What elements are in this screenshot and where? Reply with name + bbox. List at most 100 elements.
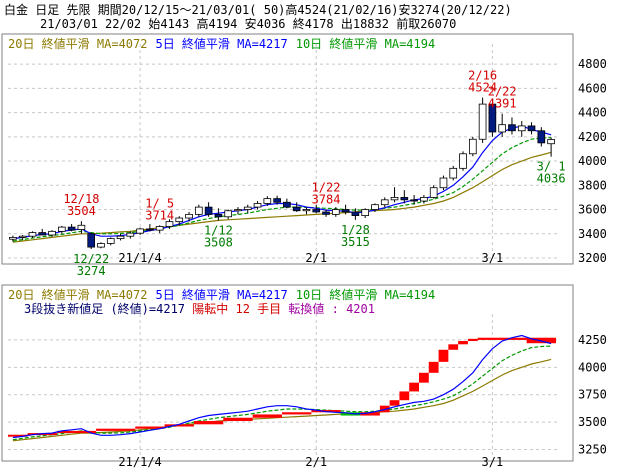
candle-body (312, 209, 321, 213)
header-ohlc-line: 21/03/01 22/02 始4143 高4194 安4036 終4178 出… (40, 17, 457, 31)
candle-body (459, 153, 467, 169)
candle-body (449, 167, 458, 179)
y-tick-label: 3400 (578, 227, 607, 241)
break-brick (135, 426, 165, 429)
candle-body (283, 201, 291, 208)
header-title-line: 白金 日足 先限 期間20/12/15～21/03/01( 50)高4524(2… (4, 3, 512, 17)
legend-entry: 20日 終値平滑 MA=4072 (8, 287, 147, 302)
candle-body (194, 206, 203, 215)
candle-body (331, 209, 340, 215)
candle-body (165, 221, 174, 227)
y-tick-label: 4400 (578, 106, 607, 120)
high-annotation-value: 3784 (312, 193, 341, 207)
break-info-switch: 転換値 : 4201 (288, 301, 375, 316)
candlestick-panel-frame (1, 33, 574, 265)
candle-body (527, 125, 536, 132)
candle-body (97, 243, 105, 248)
x-tick-label: 21/1/4 (118, 251, 161, 265)
legend-entry: 10日 終値平滑 MA=4194 (296, 287, 435, 302)
candlestick-panel: 3200 3400 3600 3800 4000 4200 4400 4600 4800 21/1… (1, 33, 607, 278)
candle-body (38, 232, 47, 236)
candle-body (243, 206, 252, 210)
break-brick (96, 428, 136, 431)
candle-body (67, 226, 76, 231)
candle-body (400, 197, 409, 201)
y-tick-label: 3500 (578, 415, 607, 429)
x-tick-label: 21/1/4 (118, 455, 161, 469)
candle-body (155, 226, 164, 231)
ma5-line (12, 334, 552, 439)
high-annotation-value: 3504 (67, 204, 96, 218)
break-info-count: 12 手目 (228, 302, 288, 316)
break-brick (252, 414, 282, 418)
high-annotation-date: 2/16 (468, 69, 497, 83)
x-tick-label: 3/1 (482, 455, 504, 469)
break-brick (409, 382, 419, 392)
y-tick-label: 4800 (578, 57, 607, 71)
ma10-line (12, 345, 552, 441)
candle-body (48, 230, 56, 236)
y-tick-label: 4250 (578, 333, 607, 347)
candle-body (263, 198, 272, 204)
low-annotation-value: 3515 (341, 235, 370, 249)
break-brick (428, 361, 439, 373)
candle-body (537, 130, 546, 144)
ma10-line (12, 137, 552, 242)
legend-entry: 20日 終値平滑 MA=4072 (8, 36, 147, 51)
candle-body (106, 238, 115, 244)
candle-body (77, 224, 86, 230)
ma5-line (12, 125, 552, 240)
low-annotation-date: 3/ 1 (537, 160, 566, 174)
break-brick (389, 400, 400, 406)
legend-entry: 10日 終値平滑 MA=4194 (296, 36, 435, 51)
candle-body (429, 187, 438, 198)
candle-body (468, 138, 477, 155)
legend-entry: 5日 終値平滑 MA=4217 (155, 36, 287, 51)
candle-body (253, 203, 262, 208)
break-brick (8, 434, 28, 437)
low-annotation-value: 3508 (204, 236, 233, 250)
candle-body (273, 198, 281, 203)
low-annotation-value: 4036 (537, 172, 566, 186)
ma20-line (12, 151, 552, 243)
candle-body (478, 103, 487, 140)
candle-body (439, 177, 448, 189)
candle-body (136, 228, 144, 234)
break-brick (56, 430, 97, 434)
break-brick (399, 391, 410, 401)
break-brick (467, 338, 478, 342)
y-tick-label: 4000 (578, 360, 607, 374)
break-brick (282, 412, 312, 415)
low-annotation-date: 1/12 (204, 224, 233, 238)
y-tick-label: 3600 (578, 203, 607, 217)
break-brick (164, 424, 194, 427)
candle-body (214, 213, 223, 218)
candle-body (146, 228, 154, 231)
low-annotation-date: 1/28 (341, 223, 370, 237)
y-tick-label: 3200 (578, 251, 607, 265)
y-tick-label: 3750 (578, 388, 607, 402)
candle-body (28, 232, 37, 237)
x-tick-label: 2/1 (305, 455, 327, 469)
high-annotation-value: 4524 (468, 81, 497, 95)
candle-body (390, 197, 399, 201)
break-brick (477, 337, 527, 340)
break-legend: 20日 終値平滑 MA=4072 5日 終値平滑 MA=4217 10日 終値平滑 … (8, 287, 435, 302)
candle-body (351, 211, 360, 216)
break-brick (458, 341, 468, 345)
candle-body (322, 211, 330, 215)
high-annotation-date: 2/22 (488, 85, 517, 99)
high-annotation-value: 4391 (488, 97, 517, 111)
candle-body (87, 233, 96, 248)
break-panel: 3250 3500 3750 4000 4250 21/1/4 2/1 3/1 20日 終値平滑… (1, 284, 607, 469)
break-brick (438, 349, 449, 362)
candle-body (18, 235, 27, 238)
break-panel-frame (1, 284, 574, 462)
break-info-prefix: 3段抜き新値足 (終値)=4217 (24, 301, 192, 316)
candle-body (234, 209, 242, 212)
high-annotation-date: 1/22 (312, 181, 341, 195)
candle-body (488, 103, 497, 133)
candle-body (410, 199, 418, 202)
